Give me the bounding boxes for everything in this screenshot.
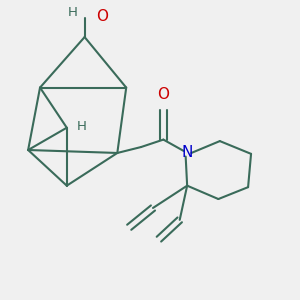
Text: H: H bbox=[67, 6, 77, 19]
Text: H: H bbox=[77, 120, 87, 133]
Text: N: N bbox=[182, 146, 193, 160]
Text: O: O bbox=[97, 9, 109, 24]
Text: O: O bbox=[158, 87, 169, 102]
